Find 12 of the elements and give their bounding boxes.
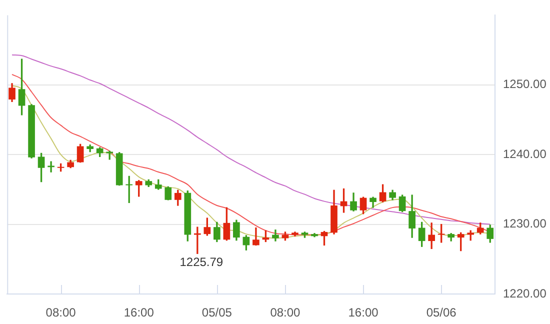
y-tick-label: 1240.00 [503, 146, 547, 161]
annotation: 1225.79 [180, 254, 224, 269]
x-tick-label: 08:00 [270, 306, 301, 320]
x-tick-label: 08:00 [46, 306, 76, 320]
y-tick-label: 1220.00 [503, 286, 547, 300]
y-tick-label: 1230.00 [503, 216, 547, 231]
x-tick-label: 05/06 [426, 306, 457, 320]
y-tick-label: 1250.00 [503, 77, 547, 92]
x-tick-label: 16:00 [124, 306, 154, 320]
x-tick-label: 16:00 [348, 306, 379, 320]
candlestick [428, 222, 435, 250]
x-tick-label: 05/05 [202, 306, 232, 320]
